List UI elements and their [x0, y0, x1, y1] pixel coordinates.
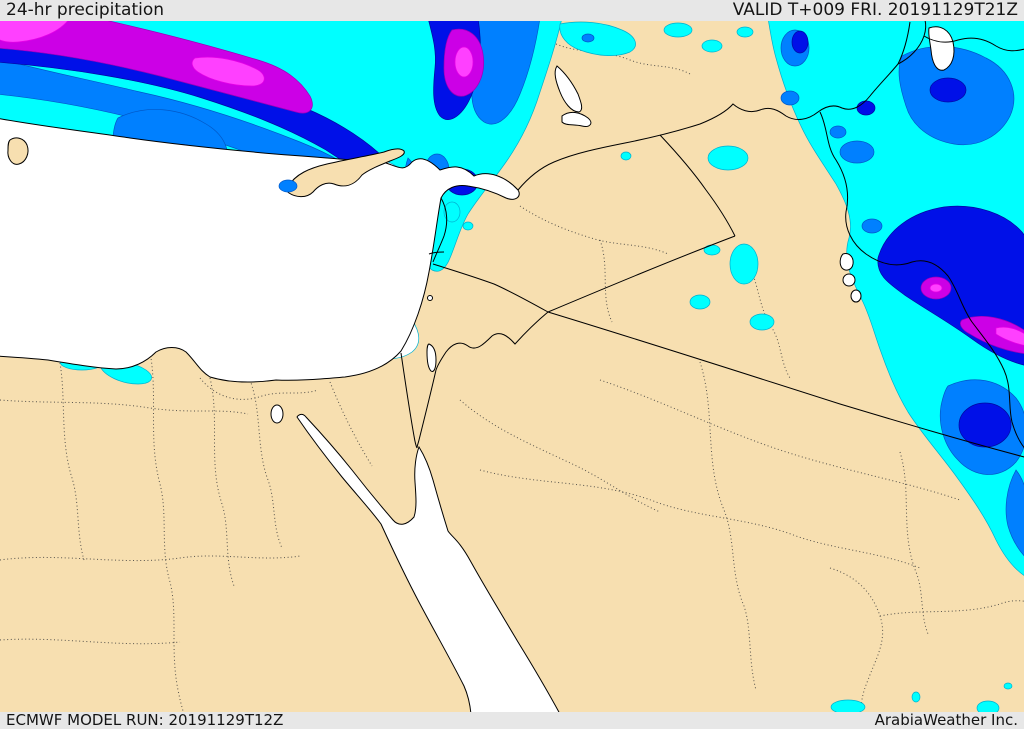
- admin-line: [59, 362, 85, 561]
- admin-line: [329, 381, 373, 467]
- admin-line: [0, 399, 249, 415]
- precip-blob: [454, 46, 474, 78]
- admin-line: [479, 469, 921, 569]
- provider-label: ArabiaWeather Inc.: [874, 711, 1018, 729]
- precip-blob: [0, 17, 71, 43]
- precip-blob: [1005, 469, 1024, 557]
- precip-blob: [278, 179, 298, 193]
- lake-habbaniyah: [842, 273, 856, 287]
- border-egypt-israel: [400, 352, 418, 449]
- lake-urmia: [928, 26, 955, 71]
- admin-line: [249, 379, 283, 549]
- precip-blob: [929, 77, 967, 103]
- dead-sea: [426, 343, 437, 372]
- bitter-lake: [270, 404, 284, 424]
- precip-blob: [929, 283, 943, 293]
- precip-level-4-intense: [0, 17, 1024, 354]
- precip-blob: [663, 22, 693, 38]
- admin-line: [199, 377, 319, 400]
- precip-blob: [707, 145, 749, 171]
- model-run-label: ECMWF MODEL RUN: 20191129T12Z: [6, 711, 284, 729]
- precip-blob: [620, 151, 632, 161]
- precip-blob: [856, 100, 876, 116]
- admin-line: [555, 43, 691, 75]
- admin-boundaries: [0, 43, 1024, 717]
- border-turkey-south: [517, 21, 911, 191]
- border-iraq-iran: [819, 111, 1024, 449]
- footer-bar: ECMWF MODEL RUN: 20191129T12Z ArabiaWeat…: [0, 712, 1024, 729]
- border-jordan-saudi: [435, 311, 549, 371]
- precip-blob: [995, 326, 1024, 346]
- precip-blob: [689, 294, 711, 310]
- aegean-island: [7, 137, 29, 165]
- precip-blob: [559, 21, 636, 56]
- precip-blob: [829, 125, 847, 139]
- border-armenia-azerbaijan: [923, 35, 1024, 52]
- precip-blob: [958, 402, 1012, 448]
- valid-time-label: VALID T+009 FRI. 20191129T21Z: [732, 0, 1018, 20]
- lake-tuz: [554, 65, 583, 113]
- precip-blob: [911, 691, 921, 703]
- precip-blob: [736, 26, 754, 38]
- precip-blob: [703, 244, 721, 256]
- precip-blob: [861, 218, 883, 234]
- precip-blob: [729, 243, 759, 285]
- precip-blob: [839, 140, 875, 164]
- admin-line: [209, 377, 235, 587]
- precip-blob: [780, 90, 800, 106]
- precip-blob: [462, 221, 474, 231]
- precip-blob: [749, 313, 775, 331]
- admin-line: [899, 451, 929, 635]
- lake-assad: [561, 111, 592, 127]
- precip-blob: [0, 17, 313, 114]
- border-lebanon-syria: [432, 197, 448, 263]
- sea-of-galilee: [427, 295, 433, 301]
- precip-blob: [701, 39, 723, 53]
- border-israel-lebanon: [428, 251, 445, 255]
- lake-razzaza: [850, 289, 862, 303]
- map-title: 24-hr precipitation: [6, 0, 165, 20]
- header-bar: 24-hr precipitation VALID T+009 FRI. 201…: [0, 0, 1024, 21]
- admin-line: [149, 351, 185, 715]
- admin-line: [0, 638, 181, 645]
- precip-blob: [791, 30, 809, 54]
- border-jordan-iraq: [547, 235, 736, 313]
- country-borders: [400, 19, 1024, 458]
- border-syria-iraq: [659, 134, 736, 237]
- admin-line: [0, 555, 301, 562]
- border-syria-jordan: [432, 263, 549, 313]
- precip-blob: [443, 201, 461, 223]
- lake-tharthar: [839, 253, 854, 271]
- admin-line: [459, 399, 661, 513]
- border-saudi-iraq: [547, 311, 1024, 458]
- precip-blob: [581, 33, 595, 43]
- cyprus-island: [286, 148, 405, 198]
- precip-level-5-extreme: [0, 17, 1024, 346]
- precip-blob: [1003, 682, 1013, 690]
- precip-blob: [960, 316, 1024, 354]
- border-israel-jordan: [416, 369, 437, 449]
- precip-blob: [191, 56, 265, 87]
